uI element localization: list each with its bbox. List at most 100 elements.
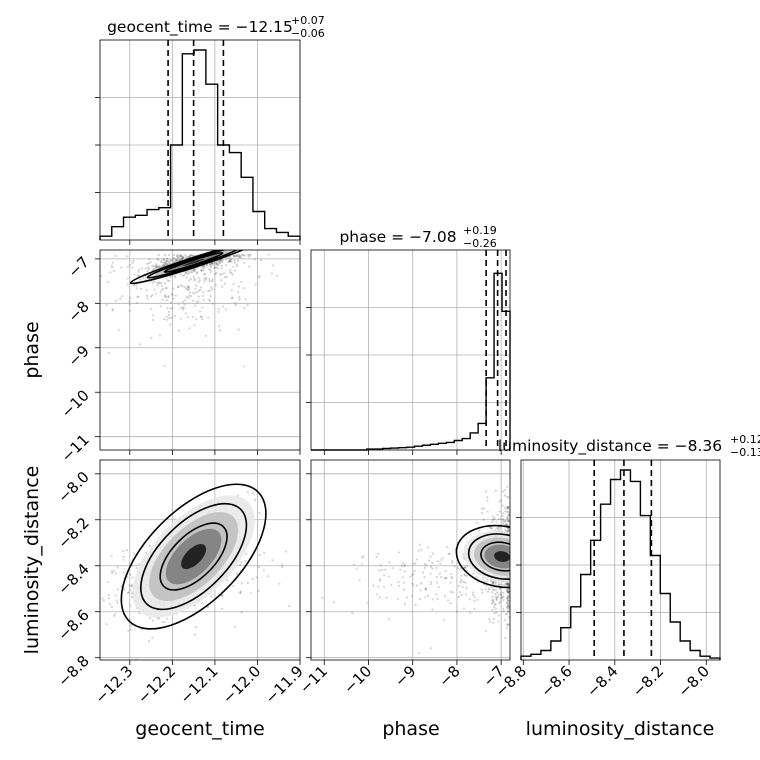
sample-point (129, 604, 132, 607)
sample-point (97, 558, 99, 560)
sample-point (451, 561, 454, 564)
sample-point (506, 582, 509, 585)
sample-point (489, 526, 492, 529)
sample-point (128, 303, 131, 306)
sample-point (188, 254, 192, 257)
sample-point (497, 583, 501, 586)
sample-point (465, 586, 468, 589)
sample-point (212, 261, 215, 265)
sample-point (506, 622, 510, 626)
sample-point (164, 293, 167, 297)
sample-point (487, 588, 490, 591)
sample-point (249, 253, 252, 256)
sample-point (456, 567, 459, 570)
sample-point (450, 560, 454, 563)
sample-point (492, 518, 495, 521)
sample-point (185, 270, 188, 273)
sample-point (156, 265, 160, 269)
sample-point (429, 565, 432, 568)
sample-point (133, 273, 136, 276)
sample-point (171, 294, 174, 297)
sample-point (423, 562, 427, 566)
sample-point (501, 583, 505, 586)
hist-panel-phase-grid (311, 250, 510, 450)
sample-point (122, 571, 125, 574)
sample-point (122, 555, 125, 558)
sample-point (232, 282, 235, 286)
sample-point (412, 562, 415, 565)
sample-point (403, 570, 406, 573)
sample-point (129, 573, 132, 576)
sample-point (306, 583, 308, 585)
sample-point (482, 507, 486, 510)
sample-point (495, 591, 499, 594)
sample-point (165, 277, 168, 280)
sample-point (506, 612, 509, 615)
sample-point (497, 614, 500, 617)
sample-point (137, 295, 140, 298)
sample-point (126, 255, 129, 258)
sample-point (254, 283, 257, 286)
title-geocent-time: geocent_time = −12.15 (107, 18, 293, 37)
sample-point (128, 300, 131, 303)
sample-point (450, 577, 454, 580)
sample-point (507, 527, 510, 530)
sample-point (138, 562, 141, 565)
sample-point (218, 325, 221, 328)
sample-point (507, 593, 510, 596)
sample-point (177, 256, 180, 259)
sample-point (494, 489, 497, 492)
sample-point (440, 576, 443, 579)
sample-point (447, 599, 450, 602)
sample-point (507, 529, 510, 532)
sample-point (192, 269, 195, 272)
sample-point (473, 599, 476, 603)
sample-point (237, 254, 240, 257)
sample-point (237, 285, 240, 288)
sample-point (465, 593, 468, 596)
sample-point (120, 266, 123, 269)
sample-point (454, 548, 457, 551)
sample-point (455, 610, 459, 613)
y-tick-label: −8.2 (54, 514, 92, 552)
sample-point (200, 315, 203, 318)
sample-point (100, 274, 103, 278)
sample-point (506, 603, 509, 606)
sample-point (188, 291, 192, 294)
sample-point (238, 298, 241, 301)
sample-point (132, 259, 135, 262)
sample-point (161, 263, 164, 267)
sample-point (504, 510, 507, 513)
sample-point (193, 270, 196, 273)
sample-point (173, 314, 176, 318)
sample-point (480, 507, 483, 510)
sample-point (203, 280, 206, 283)
sample-point (435, 566, 438, 570)
contour-line (467, 533, 510, 580)
sample-point (424, 588, 428, 591)
y-tick-label: −8.0 (54, 468, 92, 506)
sample-point (491, 600, 494, 603)
sample-point (462, 580, 465, 584)
sample-point (492, 588, 495, 591)
sample-point (376, 552, 380, 555)
sample-point (58, 607, 60, 609)
axes-frame (99, 459, 301, 661)
sample-point (450, 576, 453, 579)
sample-point (168, 260, 171, 263)
sample-point (179, 273, 182, 276)
sample-point (217, 264, 220, 267)
sample-point (258, 274, 261, 278)
sample-point (161, 261, 165, 264)
sample-point (203, 272, 206, 276)
sample-point (498, 500, 501, 503)
sample-point (152, 264, 155, 267)
sample-point (162, 257, 165, 261)
sample-point (424, 595, 427, 599)
sample-point (434, 593, 438, 596)
ylabel-luminosity-distance: luminosity_distance (21, 466, 43, 655)
sample-point (362, 555, 365, 558)
sample-point (111, 266, 114, 269)
sample-point (246, 303, 249, 306)
sample-point (507, 519, 510, 522)
